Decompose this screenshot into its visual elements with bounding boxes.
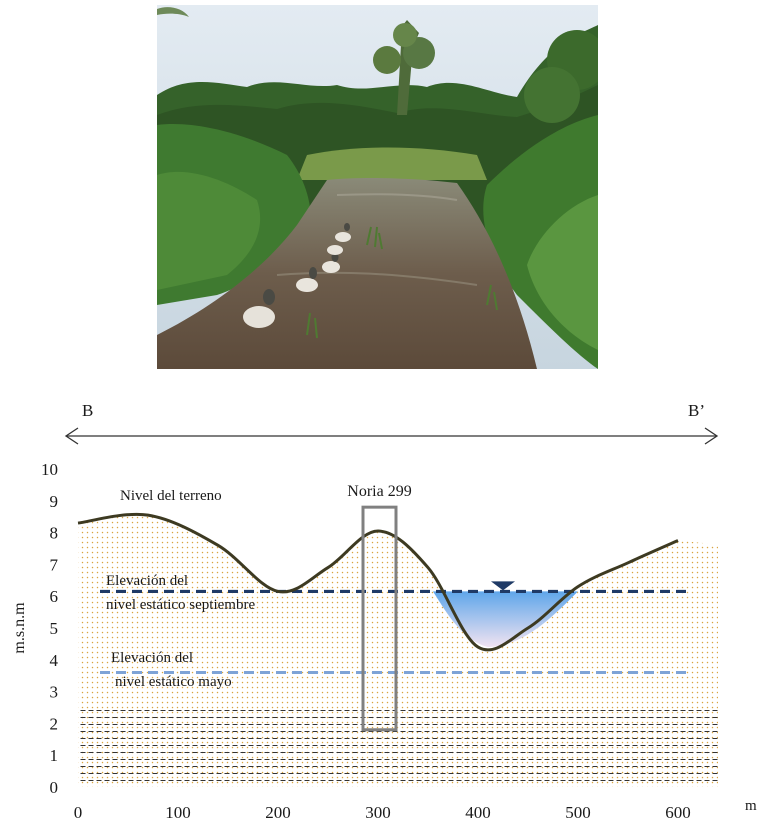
september-level-label-line2: nivel estático septiembre — [106, 597, 255, 613]
x-tick-label: 0 — [74, 803, 83, 822]
section-end-label: B’ — [688, 401, 705, 420]
terrain-label: Nivel del terreno — [120, 488, 222, 504]
y-tick-label: 0 — [50, 778, 59, 797]
y-tick-label: 6 — [50, 587, 59, 606]
x-tick-label: 200 — [265, 803, 291, 822]
y-tick-label: 4 — [50, 651, 59, 670]
water-body — [433, 591, 578, 648]
wetland-photo — [157, 5, 598, 369]
x-tick-label: 100 — [165, 803, 191, 822]
section-double-arrow — [64, 427, 719, 445]
x-tick-label: 300 — [365, 803, 391, 822]
section-start-label: B — [82, 401, 93, 420]
may-level-label-line1: Elevación del — [111, 650, 193, 666]
y-axis-ticks: 0 1 2 3 4 5 6 7 8 9 10 — [41, 460, 59, 797]
x-tick-label: 600 — [665, 803, 691, 822]
duck-group — [243, 223, 351, 328]
y-tick-label: 5 — [50, 619, 59, 638]
noria-well — [361, 505, 398, 732]
noria-label: Noria 299 — [347, 483, 411, 500]
y-tick-label: 1 — [50, 746, 59, 765]
september-level-label-line1: Elevación del — [106, 573, 188, 589]
terrain-surface-line — [77, 512, 679, 652]
x-axis-ticks: 0 100 200 300 400 500 600 — [74, 803, 691, 822]
y-tick-label: 10 — [41, 460, 58, 479]
x-tick-label: 400 — [465, 803, 491, 822]
clay-layer — [78, 704, 718, 787]
x-axis-title: m — [745, 798, 757, 814]
may-level-label-line2: nivel estático mayo — [115, 674, 232, 690]
y-tick-label: 9 — [50, 492, 59, 511]
y-tick-label: 7 — [50, 555, 59, 574]
y-tick-label: 3 — [50, 683, 59, 702]
water-level-marker — [491, 581, 515, 591]
x-tick-label: 500 — [565, 803, 591, 822]
y-tick-label: 2 — [50, 714, 59, 733]
y-axis-title: m.s.n.m — [11, 602, 28, 654]
y-tick-label: 8 — [50, 524, 59, 543]
